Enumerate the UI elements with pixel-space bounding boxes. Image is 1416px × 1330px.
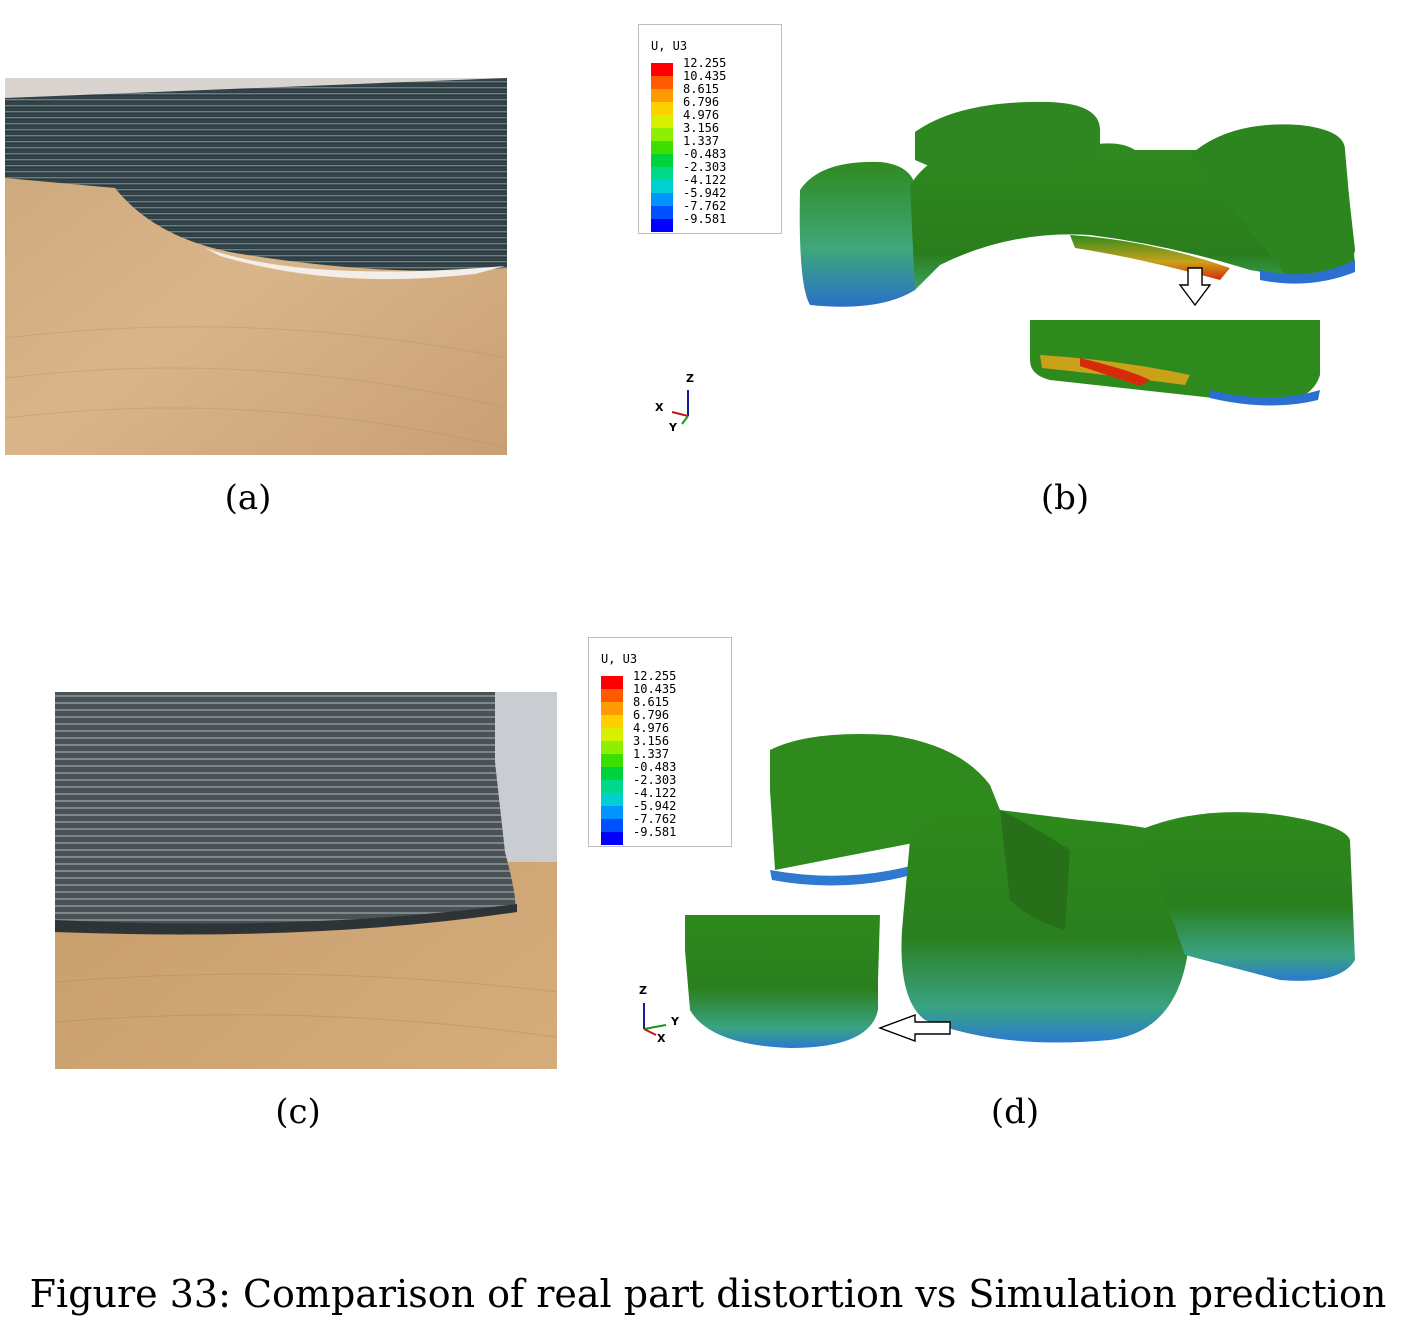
legend-value: -4.122 [633, 786, 677, 800]
legend-value: 6.796 [633, 708, 670, 722]
legend-swatch [601, 715, 623, 728]
legend-swatch [651, 89, 673, 102]
legend-swatch [651, 206, 673, 219]
legend-swatch [651, 76, 673, 89]
axis-label-y: Y [671, 1015, 679, 1028]
legend-swatch [601, 754, 623, 767]
legend-swatch [601, 676, 623, 689]
axis-triad-d [632, 985, 682, 1045]
legend-swatch [651, 128, 673, 141]
legend-value: 12.255 [683, 56, 727, 70]
legend-swatch [651, 193, 673, 206]
legend-value: -9.581 [633, 825, 677, 839]
simulation-d [680, 730, 1370, 1060]
legend-value: 4.976 [633, 721, 670, 735]
legend-value: -7.762 [683, 199, 727, 213]
subfigure-label-c: (c) [275, 1092, 321, 1132]
legend-swatch [601, 689, 623, 702]
axis-label-z: Z [686, 372, 694, 385]
figure-caption: Figure 33: Comparison of real part disto… [29, 1272, 1387, 1316]
legend-value: 1.337 [683, 134, 720, 148]
legend-swatch [601, 780, 623, 793]
legend-value: 12.255 [633, 669, 677, 683]
legend-value: 6.796 [683, 95, 720, 109]
legend-title: U, U3 [601, 652, 638, 666]
legend-value: -9.581 [683, 212, 727, 226]
axis-label-y: Y [669, 421, 677, 434]
legend-swatch [651, 219, 673, 232]
legend-value: 10.435 [683, 69, 727, 83]
legend-swatch [601, 806, 623, 819]
legend-swatch [651, 167, 673, 180]
legend-swatch [651, 63, 673, 76]
legend-swatch [651, 115, 673, 128]
legend-swatch [601, 819, 623, 832]
legend-color-bar [601, 676, 623, 845]
legend-value: -2.303 [633, 773, 677, 787]
axis-triad-b [652, 374, 702, 434]
legend-values: 12.255 10.435 8.615 6.796 4.976 3.156 1.… [683, 57, 726, 226]
legend-d: U, U3 12.255 10.435 8.615 6.796 4.976 3.… [588, 637, 732, 847]
legend-value: 4.976 [683, 108, 720, 122]
photo-c [55, 692, 557, 1069]
axis-label-z: Z [639, 984, 647, 997]
legend-swatch [601, 741, 623, 754]
subfigure-label-b: (b) [1040, 478, 1090, 518]
legend-value: 8.615 [633, 695, 670, 709]
legend-value: 10.435 [633, 682, 677, 696]
subfigure-label-a: (a) [224, 478, 272, 518]
photo-a [5, 78, 507, 455]
legend-value: 3.156 [683, 121, 720, 135]
simulation-b [790, 90, 1370, 410]
axis-label-x: X [657, 1032, 666, 1045]
legend-swatch [651, 141, 673, 154]
legend-swatch [651, 180, 673, 193]
axis-label-x: X [655, 401, 664, 414]
legend-color-bar [651, 63, 673, 232]
legend-value: -5.942 [633, 799, 677, 813]
legend-title: U, U3 [651, 39, 688, 53]
legend-swatch [601, 702, 623, 715]
legend-swatch [601, 832, 623, 845]
legend-value: -0.483 [683, 147, 727, 161]
legend-swatch [601, 728, 623, 741]
legend-b: U, U3 12.255 10.435 8.615 6.796 4.976 3.… [638, 24, 782, 234]
legend-value: -2.303 [683, 160, 727, 174]
legend-values: 12.255 10.435 8.615 6.796 4.976 3.156 1.… [633, 670, 676, 839]
legend-swatch [651, 102, 673, 115]
legend-swatch [601, 793, 623, 806]
legend-value: -7.762 [633, 812, 677, 826]
legend-swatch [651, 154, 673, 167]
legend-value: -4.122 [683, 173, 727, 187]
legend-value: 1.337 [633, 747, 670, 761]
legend-value: -5.942 [683, 186, 727, 200]
legend-value: -0.483 [633, 760, 677, 774]
legend-swatch [601, 767, 623, 780]
legend-value: 3.156 [633, 734, 670, 748]
legend-value: 8.615 [683, 82, 720, 96]
subfigure-label-d: (d) [990, 1092, 1040, 1132]
